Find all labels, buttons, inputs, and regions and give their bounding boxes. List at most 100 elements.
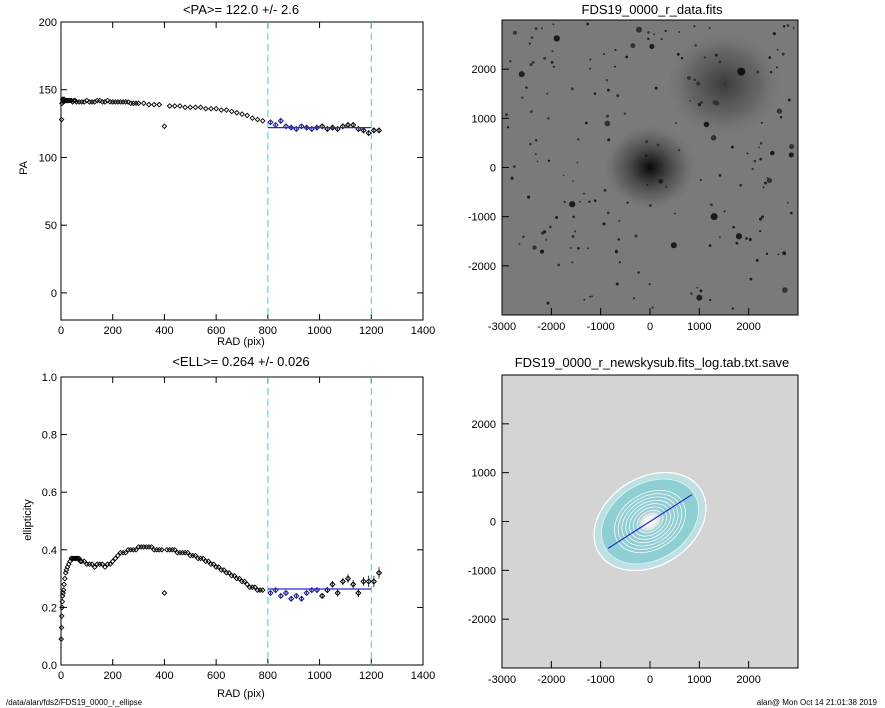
star: [703, 56, 707, 59]
star: [563, 200, 566, 204]
star: [694, 44, 698, 47]
ell-data-point: [187, 552, 194, 559]
ell-x-tick-label: 1200: [359, 670, 383, 682]
pa-y-tick-label: 0: [51, 288, 57, 300]
star: [512, 30, 517, 35]
star: [731, 307, 734, 310]
ell-data-point: [190, 552, 196, 559]
ell-x-tick-label: 400: [155, 670, 173, 682]
data-image-title: FDS19_0000_r_data.fits: [582, 2, 723, 17]
star: [714, 53, 718, 57]
star: [718, 236, 721, 239]
star: [753, 159, 757, 163]
star: [700, 100, 703, 104]
pa-data-point: [223, 107, 230, 113]
star: [759, 157, 762, 161]
pa-data-point: [107, 99, 113, 105]
star: [553, 35, 560, 42]
ell-y-tick-label: 1.0: [42, 372, 57, 384]
star: [555, 216, 558, 219]
star: [648, 282, 651, 286]
ell-data-point: [215, 564, 222, 570]
star: [530, 110, 533, 113]
model-image-y-tick-label: 2000: [472, 419, 496, 431]
pa-x-tick-label: 1200: [359, 325, 383, 337]
pa-plot-area: 0 200 400 600 800 1000 1200 1400 0 50 100 150 200: [39, 17, 436, 337]
pa-fit-point: [277, 117, 284, 124]
star: [569, 201, 576, 208]
star: [534, 27, 538, 30]
pa-y-tick-label: 50: [45, 220, 57, 232]
star: [583, 298, 586, 301]
ell-data-point: [249, 584, 256, 591]
star: [710, 135, 717, 141]
pa-data-point: [161, 123, 168, 130]
star: [552, 23, 555, 26]
ell-data-point: [59, 604, 65, 611]
ell-x-tick-label: 1400: [411, 670, 435, 682]
model-image-y-tick-label: -2000: [468, 614, 496, 626]
star: [531, 60, 535, 64]
star: [761, 215, 764, 219]
pa-data-point: [78, 99, 85, 105]
star: [603, 188, 607, 192]
star: [589, 295, 591, 298]
star: [751, 167, 754, 171]
data-image-y-tick-label: 2000: [472, 64, 496, 76]
ell-fit-point: [298, 595, 305, 602]
star: [660, 38, 663, 41]
star: [645, 154, 648, 157]
star: [703, 121, 710, 128]
pa-data-point: [140, 100, 147, 107]
star: [605, 79, 609, 82]
ell-data-point: [59, 598, 66, 605]
star: [792, 27, 795, 30]
ell-data-point: [252, 584, 258, 591]
model-image-x-tick-label: -1000: [587, 674, 615, 686]
pa-data-point: [192, 104, 199, 111]
star: [614, 48, 617, 51]
star: [765, 252, 769, 255]
star: [571, 234, 575, 238]
ell-data-point: [60, 587, 67, 593]
star: [617, 238, 620, 241]
ell-fit-point: [277, 592, 284, 599]
star: [649, 44, 655, 50]
star: [786, 24, 790, 27]
pa-data-point: [86, 99, 93, 105]
ell-data-point: [73, 555, 80, 562]
star: [505, 113, 508, 117]
ell-data-point: [89, 561, 95, 568]
star: [787, 98, 791, 102]
pa-data-point: [239, 111, 245, 117]
ell-x-tick-label: 800: [259, 670, 277, 682]
pa-data-point: [133, 100, 139, 107]
pa-data-point: [228, 108, 235, 115]
star: [584, 121, 588, 125]
pa-fit-point: [350, 121, 357, 129]
ell-data-point: [122, 549, 129, 556]
star: [615, 282, 619, 286]
star: [680, 57, 684, 60]
star: [530, 36, 534, 40]
star: [696, 81, 701, 86]
pa-data-point: [202, 105, 209, 112]
data-image-x-tick-label: -1000: [587, 321, 615, 333]
ell-plot-area: 0 200 400 600 800 1000 1200 1400 0.0 0.2 0.4 0.6 0.8…: [42, 372, 436, 682]
ell-data-point: [58, 636, 65, 642]
star: [776, 66, 778, 69]
star: [693, 78, 696, 82]
star: [696, 286, 699, 289]
star: [527, 195, 531, 199]
pa-data-point: [233, 109, 240, 116]
star: [758, 146, 760, 149]
pa-data-point: [218, 107, 225, 113]
star: [745, 237, 748, 240]
pa-data-point: [130, 100, 137, 107]
pa-data-point: [76, 99, 82, 105]
star: [602, 222, 606, 226]
pa-y-tick-label: 200: [39, 17, 57, 29]
pa-data-point: [115, 99, 121, 105]
star: [759, 141, 763, 145]
star: [586, 22, 590, 26]
